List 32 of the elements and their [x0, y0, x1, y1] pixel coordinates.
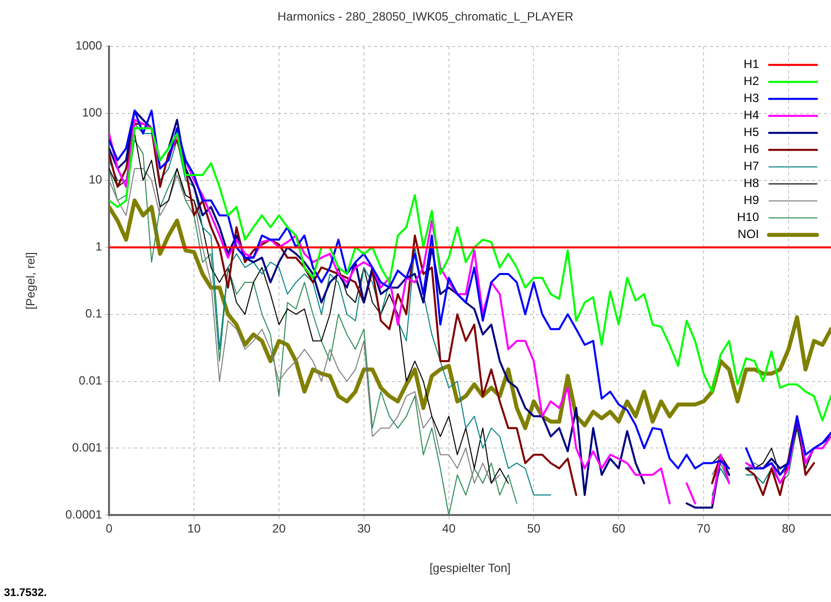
legend-label: NOI	[738, 227, 759, 242]
y-tick-label: 0.001	[72, 440, 102, 455]
x-tick-label: 40	[442, 522, 456, 536]
x-tick-label: 70	[696, 522, 711, 536]
y-tick-label: 10	[88, 172, 102, 187]
x-tick-label: 60	[612, 522, 626, 536]
legend-label: H6	[744, 142, 760, 156]
legend-label: H8	[744, 176, 760, 190]
legend-label: H4	[744, 108, 760, 122]
y-tick-label: 0.01	[78, 374, 102, 388]
y-tick-label: 1000	[75, 38, 102, 53]
x-tick-label: 50	[527, 522, 541, 536]
chart-title: Harmonics - 280_28050_IWK05_chromatic_L_PLAYER	[278, 10, 574, 24]
y-tick-label: 100	[82, 106, 102, 120]
x-tick-label: 30	[357, 522, 371, 536]
legend-label: H1	[744, 57, 760, 72]
x-axis-title: [gespielter Ton]	[429, 561, 511, 576]
legend-label: H3	[744, 91, 760, 106]
legend-label: H9	[744, 193, 760, 208]
x-tick-label: 10	[187, 522, 202, 536]
legend-label: H7	[744, 159, 760, 174]
x-tick-label: 0	[106, 522, 113, 536]
y-axis-title: [Pegel, rel]	[24, 252, 38, 310]
legend-label: H5	[744, 125, 760, 140]
y-tick-label: 0.0001	[65, 508, 102, 522]
x-tick-label: 80	[782, 522, 796, 536]
y-tick-label: 0.1	[85, 306, 102, 321]
legend-label: H2	[744, 74, 760, 88]
legend-label: H10	[736, 210, 760, 224]
x-tick-label: 20	[272, 522, 286, 536]
y-tick-label: 1	[95, 240, 102, 254]
text: 31.7532.	[4, 587, 47, 599]
